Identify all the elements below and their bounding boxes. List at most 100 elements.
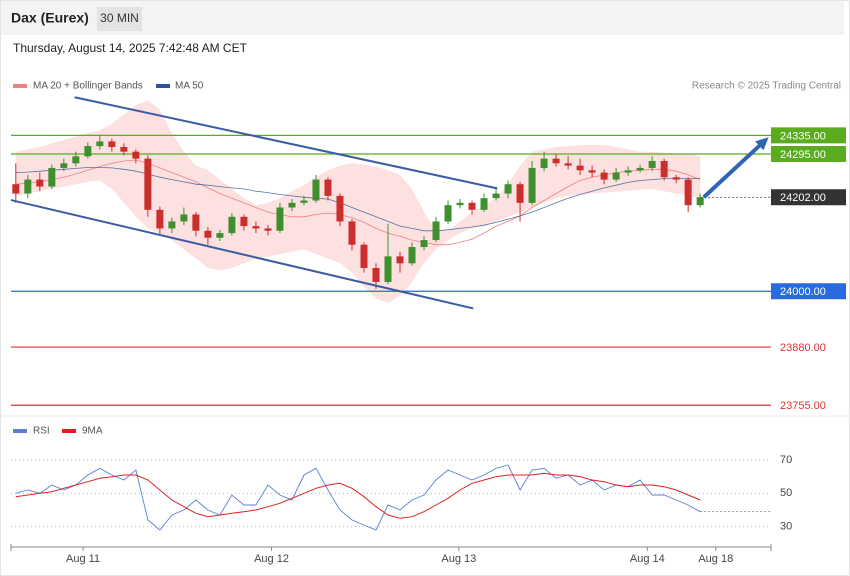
y-tick-label: 70: [780, 454, 792, 466]
candle-body: [336, 195, 344, 222]
arrow-head: [755, 137, 769, 151]
candle-body: [648, 160, 656, 168]
candle-body: [504, 184, 512, 194]
x-tick-label: Aug 14: [630, 553, 665, 565]
candle-body: [564, 163, 572, 166]
trendline: [74, 96, 498, 190]
candle-body: [528, 167, 536, 203]
candle-body: [588, 170, 596, 173]
candle-body: [252, 226, 260, 229]
ma50-line: [15, 167, 701, 232]
candle-body: [612, 172, 620, 180]
candle-body: [72, 156, 80, 164]
level-box: [771, 283, 846, 300]
candle-body: [468, 202, 476, 210]
candle-body: [576, 165, 584, 171]
legend-swatch: [13, 429, 27, 433]
legend-swatch: [13, 84, 27, 88]
candle-body: [540, 158, 548, 168]
candle-body: [180, 214, 188, 222]
candle-body: [324, 179, 332, 196]
candle-body: [384, 256, 392, 282]
plot-layer: MA 20 + Bollinger Bands MA 50 24335.00 2429…: [10, 81, 846, 565]
candle-body: [96, 141, 104, 147]
ma20-line: [15, 159, 701, 246]
legend-label: MA 20 + Bollinger Bands: [33, 81, 143, 92]
candle-body: [36, 179, 44, 187]
forecast-arrow: [702, 141, 765, 199]
candle-body: [48, 167, 56, 187]
level-box: [771, 127, 846, 144]
candle-body: [60, 163, 68, 168]
candle-body: [684, 179, 692, 206]
candle-body: [192, 214, 200, 231]
candle-body: [492, 193, 500, 199]
candle-body: [516, 184, 524, 203]
candle-body: [396, 256, 404, 264]
y-tick-label: 50: [780, 487, 792, 499]
candle-body: [480, 198, 488, 210]
legend-swatch: [156, 84, 170, 88]
level-label: 23755.00: [780, 400, 826, 412]
candle-body: [636, 167, 644, 171]
candle-body: [372, 267, 380, 282]
x-tick-label: Aug 12: [254, 553, 289, 565]
candle-body: [108, 141, 116, 148]
candle-body: [432, 221, 440, 241]
candle-body: [408, 247, 416, 264]
candle-body: [12, 184, 20, 194]
candle-body: [84, 146, 92, 157]
candle-body: [288, 202, 296, 208]
level-box: [771, 145, 846, 162]
candle-body: [156, 209, 164, 229]
candle-body: [168, 221, 176, 229]
candle-body: [24, 179, 32, 194]
candle-body: [276, 207, 284, 231]
level-label: 24000.00: [780, 286, 826, 298]
candle-body: [552, 158, 560, 164]
candle-body: [216, 233, 224, 238]
candle-body: [696, 197, 704, 206]
candle-body: [312, 179, 320, 201]
legend-label: RSI: [33, 426, 50, 437]
x-tick-label: Aug 13: [441, 553, 476, 565]
legend-swatch: [62, 429, 76, 433]
x-tick-label: Aug 11: [66, 553, 100, 565]
legend-label: 9MA: [82, 426, 103, 437]
timeframe-button[interactable]: [97, 7, 142, 31]
candle-body: [348, 221, 356, 245]
x-tick-label: Aug 18: [698, 553, 733, 565]
level-label: 24202.00: [780, 192, 826, 204]
y-tick-label: 30: [780, 521, 792, 533]
level-label: 24295.00: [780, 149, 826, 161]
legend-label: MA 50: [175, 81, 204, 92]
candle-body: [204, 230, 212, 238]
candle-body: [660, 160, 668, 178]
candle-body: [456, 202, 464, 206]
timeframe-label[interactable]: 30 MIN: [100, 11, 139, 25]
timestamp: Thursday, August 14, 2025 7:42:48 AM CET: [13, 41, 248, 55]
candle-body: [600, 172, 608, 180]
candle-body: [120, 147, 128, 152]
instrument-title: Dax (Eurex): [11, 10, 89, 26]
candle-body: [420, 240, 428, 248]
candle-body: [624, 170, 632, 173]
candle-body: [240, 216, 248, 227]
candle-body: [672, 177, 680, 180]
candle-body: [144, 158, 152, 210]
trendline: [10, 199, 474, 310]
candle-body: [300, 200, 308, 203]
level-box: [771, 189, 846, 206]
candle-body: [264, 228, 272, 231]
candle-body: [228, 216, 236, 234]
level-label: 23880.00: [780, 342, 826, 354]
bollinger-band: [15, 100, 701, 303]
candle-body: [360, 244, 368, 268]
candle-body: [132, 151, 140, 159]
indicator-line: [15, 472, 701, 519]
source-note: Research © 2025 Trading Central: [692, 81, 841, 92]
level-label: 24335.00: [780, 130, 826, 142]
candle-body: [444, 205, 452, 222]
